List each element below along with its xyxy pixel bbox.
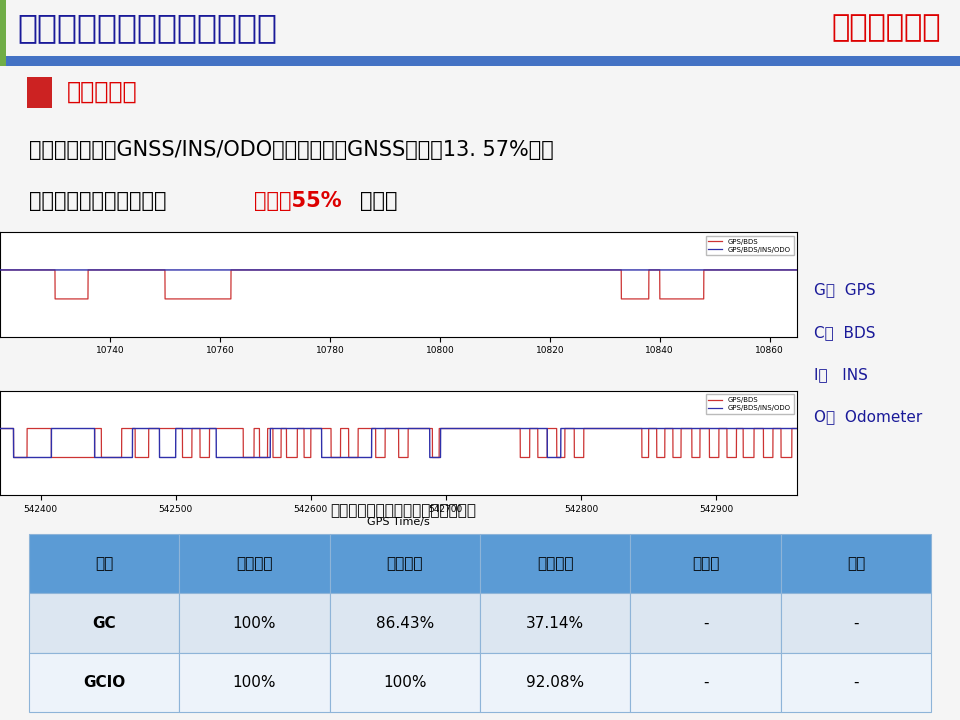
Text: C：  BDS: C： BDS <box>814 325 876 340</box>
X-axis label: GPS Time/s: GPS Time/s <box>368 517 430 526</box>
Text: -: - <box>853 675 859 690</box>
Bar <box>780 534 931 593</box>
Bar <box>0 56 960 66</box>
Text: O：  Odometer: O： Odometer <box>814 409 923 424</box>
Text: -: - <box>853 616 859 631</box>
Bar <box>631 534 780 593</box>
Bar <box>180 593 329 653</box>
Bar <box>480 534 631 593</box>
Bar <box>0 0 6 66</box>
Bar <box>329 534 480 593</box>
Text: 左右。: 左右。 <box>360 192 397 212</box>
Text: 100%: 100% <box>383 675 426 690</box>
Bar <box>780 593 931 653</box>
Text: GC: GC <box>92 616 116 631</box>
Text: 四、高精度定位应用解决方案: 四、高精度定位应用解决方案 <box>17 12 277 45</box>
Bar <box>480 593 631 653</box>
Bar <box>29 534 180 593</box>
Bar <box>27 76 52 108</box>
Text: 92.08%: 92.08% <box>526 675 585 690</box>
Bar <box>631 653 780 712</box>
Bar <box>329 593 480 653</box>
Text: I：   INS: I： INS <box>814 366 868 382</box>
Bar <box>329 653 480 712</box>
Text: 立交桥: 立交桥 <box>692 557 719 571</box>
Text: 100%: 100% <box>232 675 276 690</box>
Text: 86.43%: 86.43% <box>375 616 434 631</box>
Text: GCIO: GCIO <box>83 675 125 690</box>
Text: 在高楼林立街道和树洞街道解算情况: 在高楼林立街道和树洞街道解算情况 <box>330 503 476 518</box>
Text: G：  GPS: G： GPS <box>814 283 876 297</box>
Text: 开放环境: 开放环境 <box>236 557 273 571</box>
Text: 场景: 场景 <box>95 557 113 571</box>
Text: 37.14%: 37.14% <box>526 616 585 631</box>
Text: 提高了55%: 提高了55% <box>254 192 342 212</box>
Text: 无人驾驶应用: 无人驾驶应用 <box>831 14 941 42</box>
Text: 100%: 100% <box>232 616 276 631</box>
Bar <box>631 593 780 653</box>
Text: 模糊度固定: 模糊度固定 <box>66 80 137 104</box>
Bar <box>29 593 180 653</box>
Text: 高楼林立街道，GNSS/INS/ODO固定成功率比GNSS模式高13. 57%，在: 高楼林立街道，GNSS/INS/ODO固定成功率比GNSS模式高13. 57%，… <box>29 140 554 160</box>
Text: 树洞街道环境中，成功率: 树洞街道环境中，成功率 <box>29 192 166 212</box>
Bar <box>480 653 631 712</box>
Text: 高楼街道: 高楼街道 <box>387 557 423 571</box>
Bar <box>780 653 931 712</box>
Text: 隧道: 隧道 <box>847 557 865 571</box>
Text: -: - <box>703 675 708 690</box>
Bar <box>29 653 180 712</box>
Text: -: - <box>703 616 708 631</box>
Text: 树洞街道: 树洞街道 <box>537 557 573 571</box>
Bar <box>180 653 329 712</box>
Bar <box>180 534 329 593</box>
Legend: GPS/BDS, GPS/BDS/INS/ODO: GPS/BDS, GPS/BDS/INS/ODO <box>706 235 794 256</box>
Legend: GPS/BDS, GPS/BDS/INS/ODO: GPS/BDS, GPS/BDS/INS/ODO <box>706 395 794 414</box>
